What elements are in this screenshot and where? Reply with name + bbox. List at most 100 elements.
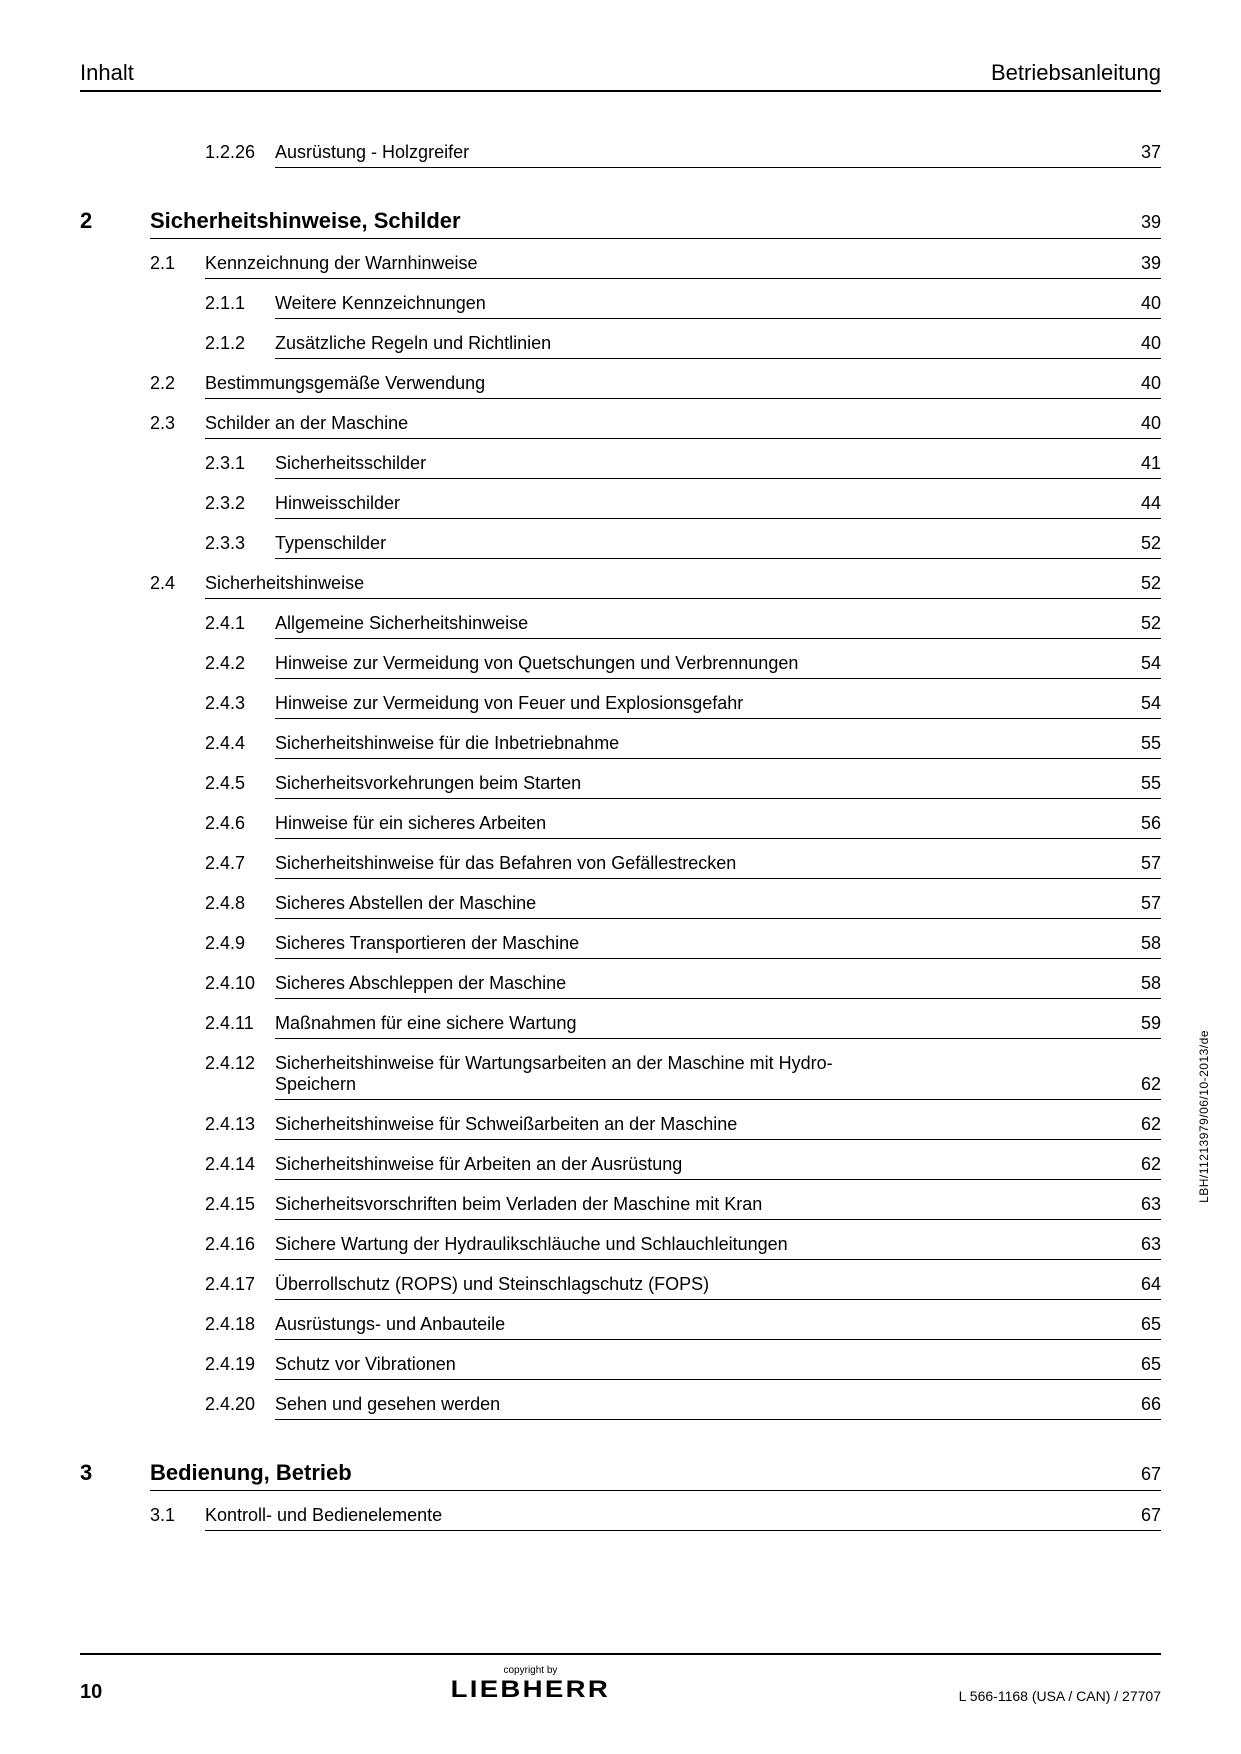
toc-entry-title: Weitere Kennzeichnungen [275, 293, 486, 314]
toc-entry: 2.4.8Sicheres Abstellen der Maschine57 [205, 893, 1161, 919]
toc-entry-row: Hinweise zur Vermeidung von Quetschungen… [275, 653, 1161, 679]
toc-entry-number: 2 [80, 208, 150, 239]
toc-entry-number: 2.2 [150, 373, 205, 399]
toc-entry-row: Schilder an der Maschine 40 [205, 413, 1161, 439]
toc-entry-number: 2.1 [150, 253, 205, 279]
toc-entry-page: 66 [1141, 1394, 1161, 1415]
toc-entry-row: Maßnahmen für eine sichere Wartung59 [275, 1013, 1161, 1039]
toc-entry-number: 2.4.18 [205, 1314, 275, 1340]
toc-entry-number: 2.4.20 [205, 1394, 275, 1420]
toc-entry-page: 37 [1141, 142, 1161, 163]
toc-entry-page: 40 [1141, 373, 1161, 394]
toc-entry-number: 2.4.13 [205, 1114, 275, 1140]
toc-entry: 2.4.10Sicheres Abschleppen der Maschine5… [205, 973, 1161, 999]
toc-entry: 2.2Bestimmungsgemäße Verwendung 40 [150, 373, 1161, 399]
toc-entry-number: 2.4.8 [205, 893, 275, 919]
toc-entry-row: Zusätzliche Regeln und Richtlinien 40 [275, 333, 1161, 359]
toc-entry-title: Sicherheitsvorschriften beim Verladen de… [275, 1194, 762, 1215]
toc-entry-page: 56 [1141, 813, 1161, 834]
toc-entry-title: Maßnahmen für eine sichere Wartung [275, 1013, 576, 1034]
toc-entry-row: Sicherheitshinweise, Schilder39 [150, 208, 1161, 239]
toc-entry-row: Sicheres Transportieren der Maschine 58 [275, 933, 1161, 959]
toc-entry: 2.4.9Sicheres Transportieren der Maschin… [205, 933, 1161, 959]
toc-entry-row: Hinweisschilder44 [275, 493, 1161, 519]
toc-entry-title: Schilder an der Maschine [205, 413, 408, 434]
toc-entry-title: Sicherheitshinweise für Schweißarbeiten … [275, 1114, 737, 1135]
toc-entry-number: 2.3.1 [205, 453, 275, 479]
toc-entry-number: 1.2.26 [205, 142, 275, 168]
toc-entry-title: Sicherheitshinweise [205, 573, 364, 594]
toc-entry-title: Sicherheitsschilder [275, 453, 426, 474]
toc-entry-page: 63 [1141, 1194, 1161, 1215]
toc-entry-title: Ausrüstung - Holzgreifer [275, 142, 469, 163]
toc-entry: 2.3.1Sicherheitsschilder41 [205, 453, 1161, 479]
toc-entry: 2.4.2Hinweise zur Vermeidung von Quetsch… [205, 653, 1161, 679]
side-document-code: LBH/11213979/06/10-2013/de [1197, 1030, 1211, 1203]
toc-entry-number: 3 [80, 1460, 150, 1491]
toc-entry-row: Sicheres Abschleppen der Maschine58 [275, 973, 1161, 999]
toc-entry-number: 2.3.2 [205, 493, 275, 519]
toc-entry-title: Hinweise zur Vermeidung von Feuer und Ex… [275, 693, 743, 714]
toc-entry-page: 62 [1141, 1114, 1161, 1135]
toc-entry-row: Allgemeine Sicherheitshinweise52 [275, 613, 1161, 639]
toc-entry-page: 63 [1141, 1234, 1161, 1255]
toc-entry-row: Überrollschutz (ROPS) und Steinschlagsch… [275, 1274, 1161, 1300]
toc-entry-page: 52 [1141, 533, 1161, 554]
toc-entry-number: 2.4.17 [205, 1274, 275, 1300]
toc-entry-title: Bestimmungsgemäße Verwendung [205, 373, 485, 394]
toc-entry-row: Sichere Wartung der Hydraulikschläuche u… [275, 1234, 1161, 1260]
toc-entry-number: 2.3.3 [205, 533, 275, 559]
toc-entry-page: 55 [1141, 773, 1161, 794]
header-left: Inhalt [80, 60, 134, 86]
brand-logo: LIEBHERR [451, 1676, 610, 1704]
toc-entry: 2.4.16Sichere Wartung der Hydraulikschlä… [205, 1234, 1161, 1260]
toc-entry-page: 57 [1141, 853, 1161, 874]
toc-entry: 1.2.26Ausrüstung - Holzgreifer 37 [205, 142, 1161, 168]
toc-entry: 2.4.5Sicherheitsvorkehrungen beim Starte… [205, 773, 1161, 799]
toc-entry-title: Sicheres Transportieren der Maschine [275, 933, 579, 954]
toc-entry: 2.1.1Weitere Kennzeichnungen40 [205, 293, 1161, 319]
toc-entry-title: Hinweise zur Vermeidung von Quetschungen… [275, 653, 798, 674]
toc-entry-title: Kennzeichnung der Warnhinweise [205, 253, 478, 274]
toc-entry-page: 40 [1141, 293, 1161, 314]
toc-entry-title: Zusätzliche Regeln und Richtlinien [275, 333, 551, 354]
toc-entry-title: Überrollschutz (ROPS) und Steinschlagsch… [275, 1274, 709, 1295]
toc-entry-page: 52 [1141, 573, 1161, 594]
toc-entry-title: Hinweisschilder [275, 493, 400, 514]
toc-entry-row: Sicherheitsschilder41 [275, 453, 1161, 479]
toc-entry-number: 2.4.1 [205, 613, 275, 639]
toc-entry-title: Ausrüstungs- und Anbauteile [275, 1314, 505, 1335]
toc-entry-row: Sicherheitsvorkehrungen beim Starten55 [275, 773, 1161, 799]
toc-entry-number: 2.4.12 [205, 1053, 275, 1100]
toc-entry-number: 2.4.2 [205, 653, 275, 679]
toc-entry: 2.4.15Sicherheitsvorschriften beim Verla… [205, 1194, 1161, 1220]
toc-entry: 2.4.11Maßnahmen für eine sichere Wartung… [205, 1013, 1161, 1039]
toc-entry-title: Hinweise für ein sicheres Arbeiten [275, 813, 546, 834]
toc-entry: 2.1.2Zusätzliche Regeln und Richtlinien4… [205, 333, 1161, 359]
toc-entry-number: 2.4.14 [205, 1154, 275, 1180]
toc-entry-row: Schutz vor Vibrationen65 [275, 1354, 1161, 1380]
toc-entry-row: Hinweise für ein sicheres Arbeiten 56 [275, 813, 1161, 839]
toc-entry-page: 40 [1141, 333, 1161, 354]
toc-entry: 2.4.4Sicherheitshinweise für die Inbetri… [205, 733, 1161, 759]
toc-entry-title: Sicheres Abstellen der Maschine [275, 893, 536, 914]
toc-entry: 2.4.13Sicherheitshinweise für Schweißarb… [205, 1114, 1161, 1140]
toc-entry-row: Typenschilder52 [275, 533, 1161, 559]
toc-entry-page: 64 [1141, 1274, 1161, 1295]
toc-entry-number: 2.4 [150, 573, 205, 599]
toc-entry-title: Sicherheitshinweise, Schilder [150, 208, 461, 234]
toc-entry: 2.4.19Schutz vor Vibrationen65 [205, 1354, 1161, 1380]
toc-entry: 2.4.20Sehen und gesehen werden66 [205, 1394, 1161, 1420]
toc-entry-row: Hinweise zur Vermeidung von Feuer und Ex… [275, 693, 1161, 719]
header-right: Betriebsanleitung [991, 60, 1161, 86]
toc-entry: 2.4.12Sicherheitshinweise für Wartungsar… [205, 1053, 1161, 1100]
toc-entry: 2.4.17Überrollschutz (ROPS) und Steinsch… [205, 1274, 1161, 1300]
toc-entry-page: 58 [1141, 933, 1161, 954]
copyright-text: copyright by [461, 1665, 600, 1676]
toc-entry-title: Sichere Wartung der Hydraulikschläuche u… [275, 1234, 788, 1255]
toc-entry-page: 67 [1141, 1505, 1161, 1526]
toc-entry-page: 40 [1141, 413, 1161, 434]
toc-entry-number: 2.4.7 [205, 853, 275, 879]
table-of-contents: 1.2.26Ausrüstung - Holzgreifer372Sicherh… [150, 142, 1161, 1531]
toc-entry-title: Allgemeine Sicherheitshinweise [275, 613, 528, 634]
